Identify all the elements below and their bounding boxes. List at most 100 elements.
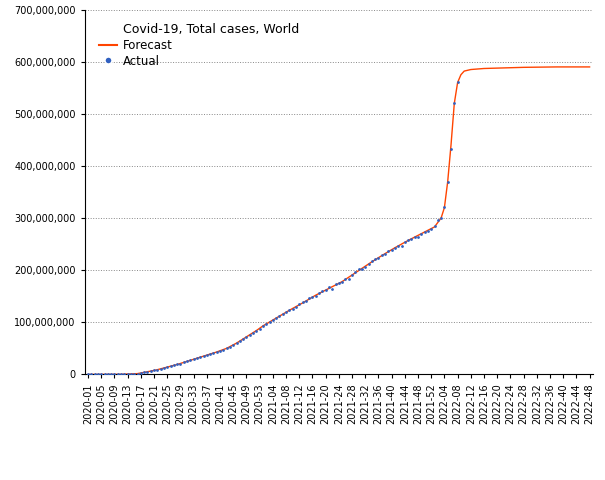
Point bbox=[334, 279, 344, 287]
Point bbox=[166, 362, 175, 370]
Point bbox=[271, 314, 281, 322]
Point bbox=[225, 343, 235, 350]
Point bbox=[377, 251, 387, 259]
Point bbox=[344, 275, 353, 283]
Point bbox=[390, 244, 400, 252]
Point bbox=[407, 235, 416, 242]
Point bbox=[136, 369, 146, 377]
Point bbox=[364, 261, 373, 268]
Point bbox=[324, 284, 334, 291]
Point bbox=[182, 358, 192, 365]
Point bbox=[440, 204, 450, 211]
Point bbox=[367, 257, 377, 265]
Point bbox=[149, 367, 159, 374]
Point bbox=[354, 265, 364, 273]
Point bbox=[327, 285, 337, 292]
Point bbox=[380, 250, 390, 257]
Point bbox=[288, 305, 298, 313]
Point bbox=[341, 276, 350, 283]
Point bbox=[430, 223, 439, 230]
Point bbox=[350, 269, 360, 276]
Point bbox=[212, 348, 221, 356]
Point bbox=[314, 289, 324, 297]
Point bbox=[281, 309, 291, 316]
Point bbox=[172, 360, 182, 368]
Point bbox=[268, 317, 278, 324]
Point bbox=[192, 355, 201, 362]
Point bbox=[318, 287, 327, 295]
Point bbox=[291, 303, 301, 311]
Point bbox=[202, 351, 212, 359]
Point bbox=[205, 350, 215, 358]
Point bbox=[235, 337, 244, 345]
Point bbox=[370, 256, 380, 264]
Point bbox=[295, 300, 304, 308]
Point bbox=[397, 242, 407, 250]
Point bbox=[284, 307, 294, 314]
Point bbox=[301, 297, 310, 305]
Point bbox=[436, 214, 446, 222]
Legend: Covid-19, Total cases, World, Forecast, Actual: Covid-19, Total cases, World, Forecast, … bbox=[96, 19, 302, 71]
Point bbox=[139, 369, 149, 376]
Point bbox=[347, 271, 357, 279]
Point bbox=[443, 178, 453, 186]
Point bbox=[361, 263, 370, 271]
Point bbox=[252, 327, 261, 335]
Point bbox=[123, 370, 132, 378]
Point bbox=[218, 346, 228, 353]
Point bbox=[413, 233, 423, 241]
Point bbox=[433, 216, 443, 224]
Point bbox=[83, 371, 93, 378]
Point bbox=[119, 370, 129, 378]
Point bbox=[113, 371, 123, 378]
Point bbox=[337, 278, 347, 286]
Point bbox=[169, 361, 178, 369]
Point bbox=[416, 230, 426, 238]
Point bbox=[162, 363, 172, 371]
Point bbox=[453, 79, 462, 86]
Point bbox=[106, 371, 116, 378]
Point bbox=[298, 299, 307, 306]
Point bbox=[215, 347, 225, 354]
Point bbox=[241, 333, 251, 341]
Point bbox=[198, 352, 208, 360]
Point bbox=[175, 360, 185, 367]
Point bbox=[222, 345, 232, 352]
Point bbox=[393, 242, 403, 250]
Point bbox=[384, 247, 393, 254]
Point bbox=[87, 371, 96, 378]
Point bbox=[275, 312, 284, 320]
Point bbox=[427, 225, 436, 233]
Point bbox=[357, 265, 367, 273]
Point bbox=[232, 339, 241, 347]
Point bbox=[311, 292, 321, 300]
Point bbox=[400, 238, 410, 246]
Point bbox=[420, 228, 430, 236]
Point bbox=[321, 286, 330, 294]
Point bbox=[373, 254, 383, 262]
Point bbox=[110, 371, 119, 378]
Point bbox=[90, 371, 99, 378]
Point bbox=[238, 335, 248, 343]
Point bbox=[331, 281, 341, 288]
Point bbox=[423, 228, 433, 235]
Point bbox=[410, 233, 419, 241]
Point bbox=[387, 247, 396, 254]
Point bbox=[228, 341, 238, 349]
Point bbox=[143, 368, 152, 376]
Point bbox=[100, 371, 110, 378]
Point bbox=[248, 329, 258, 336]
Point bbox=[189, 356, 198, 363]
Point bbox=[245, 332, 255, 339]
Point bbox=[179, 359, 189, 366]
Point bbox=[304, 295, 314, 302]
Point bbox=[116, 371, 126, 378]
Point bbox=[258, 322, 268, 330]
Point bbox=[255, 324, 264, 332]
Point bbox=[159, 364, 169, 372]
Point bbox=[155, 365, 165, 372]
Point bbox=[152, 366, 162, 373]
Point bbox=[129, 370, 139, 378]
Point bbox=[195, 353, 205, 361]
Point bbox=[278, 310, 287, 318]
